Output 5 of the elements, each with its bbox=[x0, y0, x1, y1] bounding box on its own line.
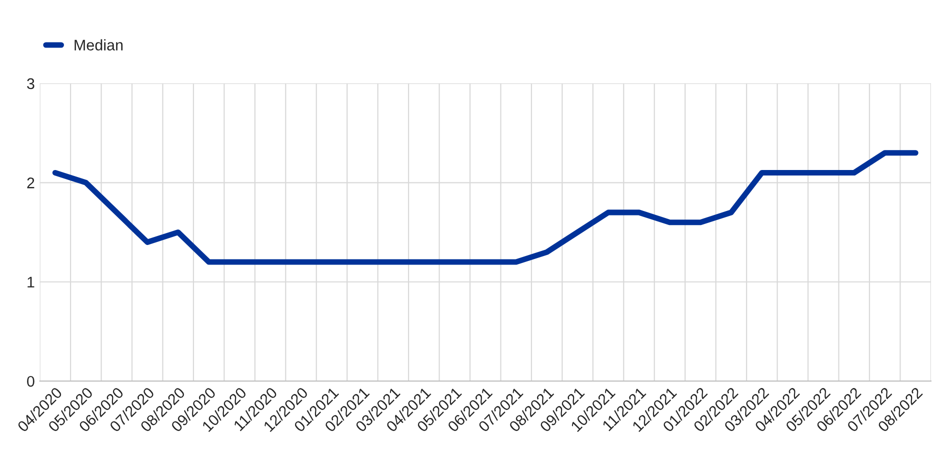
y-tick-label: 1 bbox=[28, 276, 34, 288]
y-tick-label: 2 bbox=[27, 178, 34, 188]
legend-label: Median bbox=[74, 39, 123, 50]
y-tick-label: 0 bbox=[27, 376, 34, 387]
y-tick-label: 3 bbox=[27, 78, 34, 90]
